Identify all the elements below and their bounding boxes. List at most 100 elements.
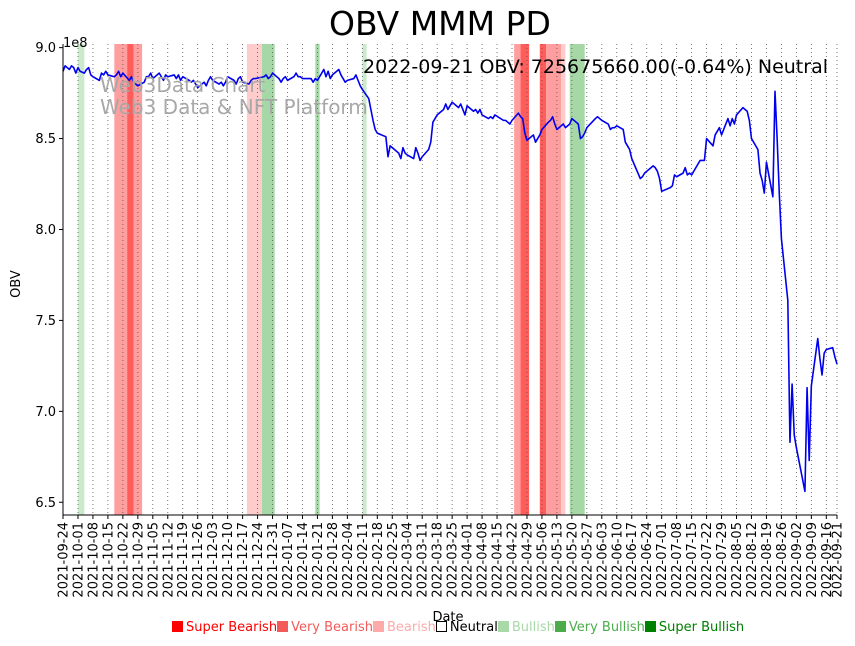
- x-tick-label: 2022-01-14: [296, 522, 311, 598]
- x-tick-label: 2022-07-22: [700, 522, 715, 598]
- legend-label: Bearish: [386, 620, 436, 635]
- signal-bands: [77, 44, 585, 515]
- x-tick-label: 2022-05-06: [535, 522, 550, 598]
- x-tick-label: 2022-07-08: [670, 522, 685, 598]
- x-tick-label: 2022-04-22: [506, 522, 521, 598]
- legend-swatch: [172, 621, 183, 632]
- x-axis-ticks: 2021-09-24 2021-10-01 2021-10-08 2021-10-15…: [57, 515, 846, 598]
- legend-item: Super Bullish: [644, 620, 745, 635]
- x-tick-label: 2022-08-05: [730, 522, 745, 598]
- legend-swatch: [372, 621, 384, 632]
- x-tick-label: 2021-10-01: [71, 522, 86, 598]
- watermark-line-2: Web3 Data & NFT Platform: [100, 95, 368, 119]
- obv-line: [62, 65, 838, 493]
- x-tick-label: 2022-01-28: [326, 522, 341, 598]
- x-tick-label: 2022-03-04: [401, 522, 416, 598]
- x-tick-label: 2022-01-07: [281, 522, 296, 598]
- x-tick-label: 2022-06-17: [625, 522, 640, 598]
- x-tick-label: 2022-08-19: [760, 522, 775, 598]
- signal-band: [315, 44, 320, 515]
- x-tick-label: 2022-07-29: [715, 522, 730, 598]
- legend-swatch: [435, 621, 447, 632]
- x-tick-label: 2022-07-01: [655, 522, 670, 598]
- y-tick-label: 7.5: [35, 314, 56, 329]
- x-tick-label: 2022-02-18: [371, 522, 386, 598]
- legend-item: Neutral: [435, 620, 498, 635]
- x-tick-label: 2022-05-13: [550, 522, 565, 598]
- signal-band: [127, 44, 134, 515]
- chart-title: OBV MMM PD: [329, 4, 551, 43]
- signal-band: [133, 44, 143, 515]
- x-tick-label: 2022-02-04: [341, 522, 356, 598]
- signal-band: [539, 44, 547, 515]
- legend-swatch: [554, 621, 566, 632]
- signal-band: [246, 44, 262, 515]
- x-tick-label: 2021-10-15: [101, 522, 116, 598]
- x-tick-label: 2022-01-21: [311, 522, 326, 598]
- signal-band: [261, 44, 275, 515]
- signal-band: [520, 44, 530, 515]
- y-tick-label: 8.5: [35, 132, 56, 147]
- x-tick-label: 2021-12-03: [206, 522, 221, 598]
- x-tick-label: 2022-03-18: [431, 522, 446, 598]
- x-tick-label: 2021-11-05: [146, 522, 161, 598]
- y-tick-label: 7.0: [35, 405, 56, 420]
- x-tick-label: 2022-06-24: [640, 522, 655, 598]
- y-axis-label: OBV: [9, 270, 24, 298]
- obv-annotation: 2022-09-21 OBV: 725675660.00(-0.64%) Neu…: [363, 56, 828, 78]
- legend-label: Very Bearish: [291, 620, 373, 635]
- x-tick-label: 2022-04-15: [491, 522, 506, 598]
- legend-swatch: [277, 621, 289, 632]
- x-tick-label: 2022-05-27: [580, 522, 595, 598]
- y-tick-label: 9.0: [35, 41, 56, 56]
- x-tick-label: 2022-06-03: [595, 522, 610, 598]
- x-tick-label: 2022-09-02: [790, 522, 805, 598]
- x-tick-label: 2022-09-09: [805, 522, 820, 598]
- x-tick-label: 2021-12-17: [236, 522, 251, 598]
- x-tick-label: 2022-05-20: [565, 522, 580, 598]
- x-tick-label: 2022-06-10: [610, 522, 625, 598]
- signal-band: [561, 44, 566, 515]
- signal-band: [362, 44, 367, 515]
- legend-item: Bullish: [497, 620, 555, 635]
- x-tick-label: 2022-04-01: [461, 522, 476, 598]
- legend-label: Super Bullish: [658, 620, 745, 635]
- x-tick-label: 2021-11-26: [191, 522, 206, 598]
- y-tick-label: 8.0: [35, 223, 56, 238]
- x-tick-label: 2022-02-11: [356, 522, 371, 598]
- x-tick-label: 2022-08-26: [775, 522, 790, 598]
- x-tick-label: 2022-09-16: [820, 522, 835, 598]
- signal-band: [77, 44, 85, 515]
- legend-item: Very Bearish: [277, 620, 373, 635]
- signal-band: [514, 44, 521, 515]
- signal-band: [546, 44, 562, 515]
- x-tick-label: 2022-08-12: [745, 522, 760, 598]
- signal-band: [569, 44, 585, 515]
- legend-item: Very Bullish: [554, 620, 645, 635]
- vertical-gridlines: [62, 44, 838, 515]
- legend-label: Bullish: [511, 620, 555, 635]
- x-tick-label: 2022-02-25: [386, 522, 401, 598]
- legend-label: Super Bearish: [186, 620, 278, 635]
- legend-swatch: [644, 621, 656, 632]
- legend-item: Super Bearish: [172, 620, 277, 635]
- legend: Super Bearish Very Bearish Bearish Neutral B…: [172, 620, 744, 635]
- x-tick-label: 2022-03-25: [446, 522, 461, 598]
- signal-band: [114, 44, 128, 515]
- x-tick-label: 2021-12-10: [221, 522, 236, 598]
- y-axis-ticks: 6.5 7.0 7.5 8.0 8.5 9.0: [35, 41, 63, 511]
- legend-swatch: [497, 621, 509, 632]
- x-tick-label: 2022-09-21: [831, 522, 846, 598]
- x-tick-label: 2022-04-29: [520, 522, 535, 598]
- x-tick-label: 2021-11-19: [176, 522, 191, 598]
- legend-label: Neutral: [449, 620, 498, 635]
- x-tick-label: 2022-07-15: [685, 522, 700, 598]
- x-tick-label: 2021-10-08: [86, 522, 101, 598]
- axes: [62, 44, 837, 516]
- obv-line-layer: [62, 65, 838, 493]
- x-tick-label: 2021-10-22: [116, 522, 131, 598]
- x-tick-label: 2021-11-12: [161, 522, 176, 598]
- x-tick-label: 2022-04-08: [476, 522, 491, 598]
- x-tick-label: 2021-12-31: [266, 522, 281, 598]
